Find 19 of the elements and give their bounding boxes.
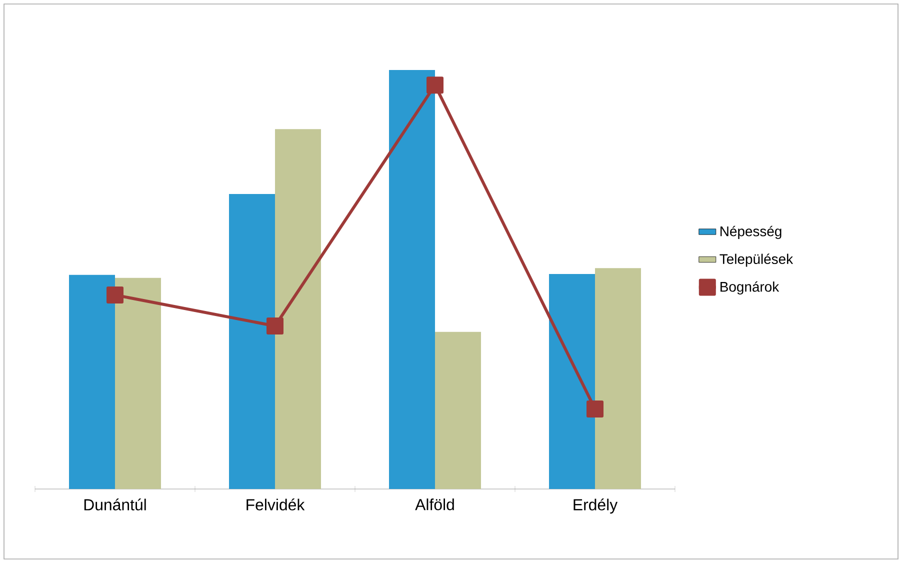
legend-label: Népesség [720,226,782,240]
bar [69,274,115,489]
x-tick-label: Alföld [415,498,454,510]
point [106,286,124,304]
x-tick-label: Felvidék [246,498,305,510]
point [266,318,284,335]
x-tick-label: Erdély [574,498,618,514]
bar [389,70,436,489]
bar [549,274,596,489]
bar [435,332,482,489]
point [426,76,444,94]
legend-label: Bognárok [720,281,780,295]
point [586,400,604,418]
legend-label: Települések [720,254,794,267]
bar [595,268,642,489]
x-tick-label: Dunántúl [84,498,146,510]
bar [115,278,161,489]
bar [229,194,275,489]
bar [275,129,321,489]
